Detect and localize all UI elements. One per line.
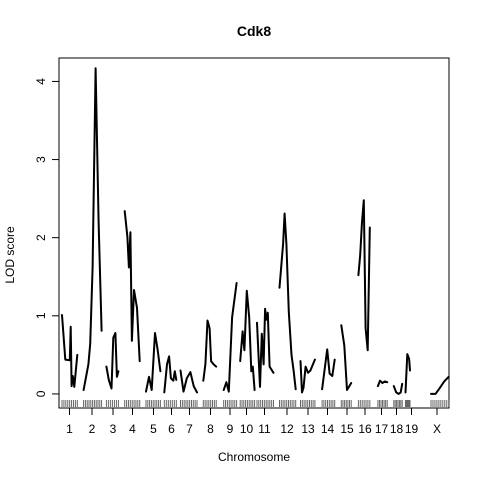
x-tick-label: X [433, 422, 441, 436]
lod-line-chr-6 [163, 355, 178, 394]
lod-lines [61, 67, 450, 395]
lod-line-chr-3 [105, 332, 120, 390]
lod-line-chr-1 [61, 314, 79, 388]
x-tick-label: 9 [227, 422, 234, 436]
x-tick-label: 16 [358, 422, 372, 436]
lod-line-chr-11 [256, 307, 275, 388]
lod-line-chr-12 [278, 212, 297, 391]
x-tick-label: 8 [207, 422, 214, 436]
plot-frame [58, 57, 450, 409]
x-tick-label: 6 [168, 422, 175, 436]
lod-line-chr-10 [239, 289, 256, 391]
x-tick-label: 4 [129, 422, 136, 436]
lod-line-chr-8 [202, 319, 218, 382]
x-tick-label: 17 [375, 422, 389, 436]
x-axis: 1 2 3 4 5 6 7 8 9 10 11 12 13 14 15 16 17 18 19 X [66, 408, 441, 436]
x-tick-label: 5 [150, 422, 157, 436]
x-tick-label: 19 [405, 422, 419, 436]
y-axis: 0 1 2 3 4 [34, 78, 59, 397]
lod-line-chr-7 [179, 369, 198, 394]
lod-line-chr-18 [392, 382, 404, 395]
x-tick-label: 13 [301, 422, 315, 436]
lod-line-chr-9 [222, 282, 238, 393]
x-tick-label: 10 [240, 422, 254, 436]
x-axis-label: Chromosome [218, 450, 290, 464]
x-tick-label: 7 [186, 422, 193, 436]
lod-line-chr-14 [321, 348, 336, 391]
x-tick-label: 18 [390, 422, 404, 436]
y-tick-label: 2 [34, 234, 48, 241]
x-tick-label: 14 [321, 422, 335, 436]
lod-line-chr-15 [340, 324, 353, 391]
x-tick-label: 15 [340, 422, 354, 436]
marker-rug [61, 400, 450, 407]
x-tick-label: 11 [258, 422, 271, 436]
lod-line-chr-2 [82, 67, 103, 391]
lod-line-chr-16 [357, 199, 371, 352]
y-tick-label: 0 [34, 390, 48, 397]
lod-line-chr-19 [404, 353, 411, 394]
chart-title: Cdk8 [237, 23, 271, 39]
y-tick-label: 3 [34, 156, 48, 163]
lod-line-chr-5 [145, 332, 162, 393]
y-tick-label: 4 [34, 78, 48, 85]
y-axis-label: LOD score [3, 226, 17, 284]
lod-line-chr-13 [299, 358, 316, 394]
lod-line-chr-17 [376, 379, 389, 388]
x-tick-label: 1 [66, 422, 73, 436]
lod-line-chr-4 [123, 210, 141, 363]
y-tick-label: 1 [34, 312, 48, 319]
x-tick-label: 3 [110, 422, 117, 436]
x-tick-label: 2 [89, 422, 96, 436]
lod-line-chr-x [430, 375, 450, 395]
x-tick-label: 12 [280, 422, 294, 436]
